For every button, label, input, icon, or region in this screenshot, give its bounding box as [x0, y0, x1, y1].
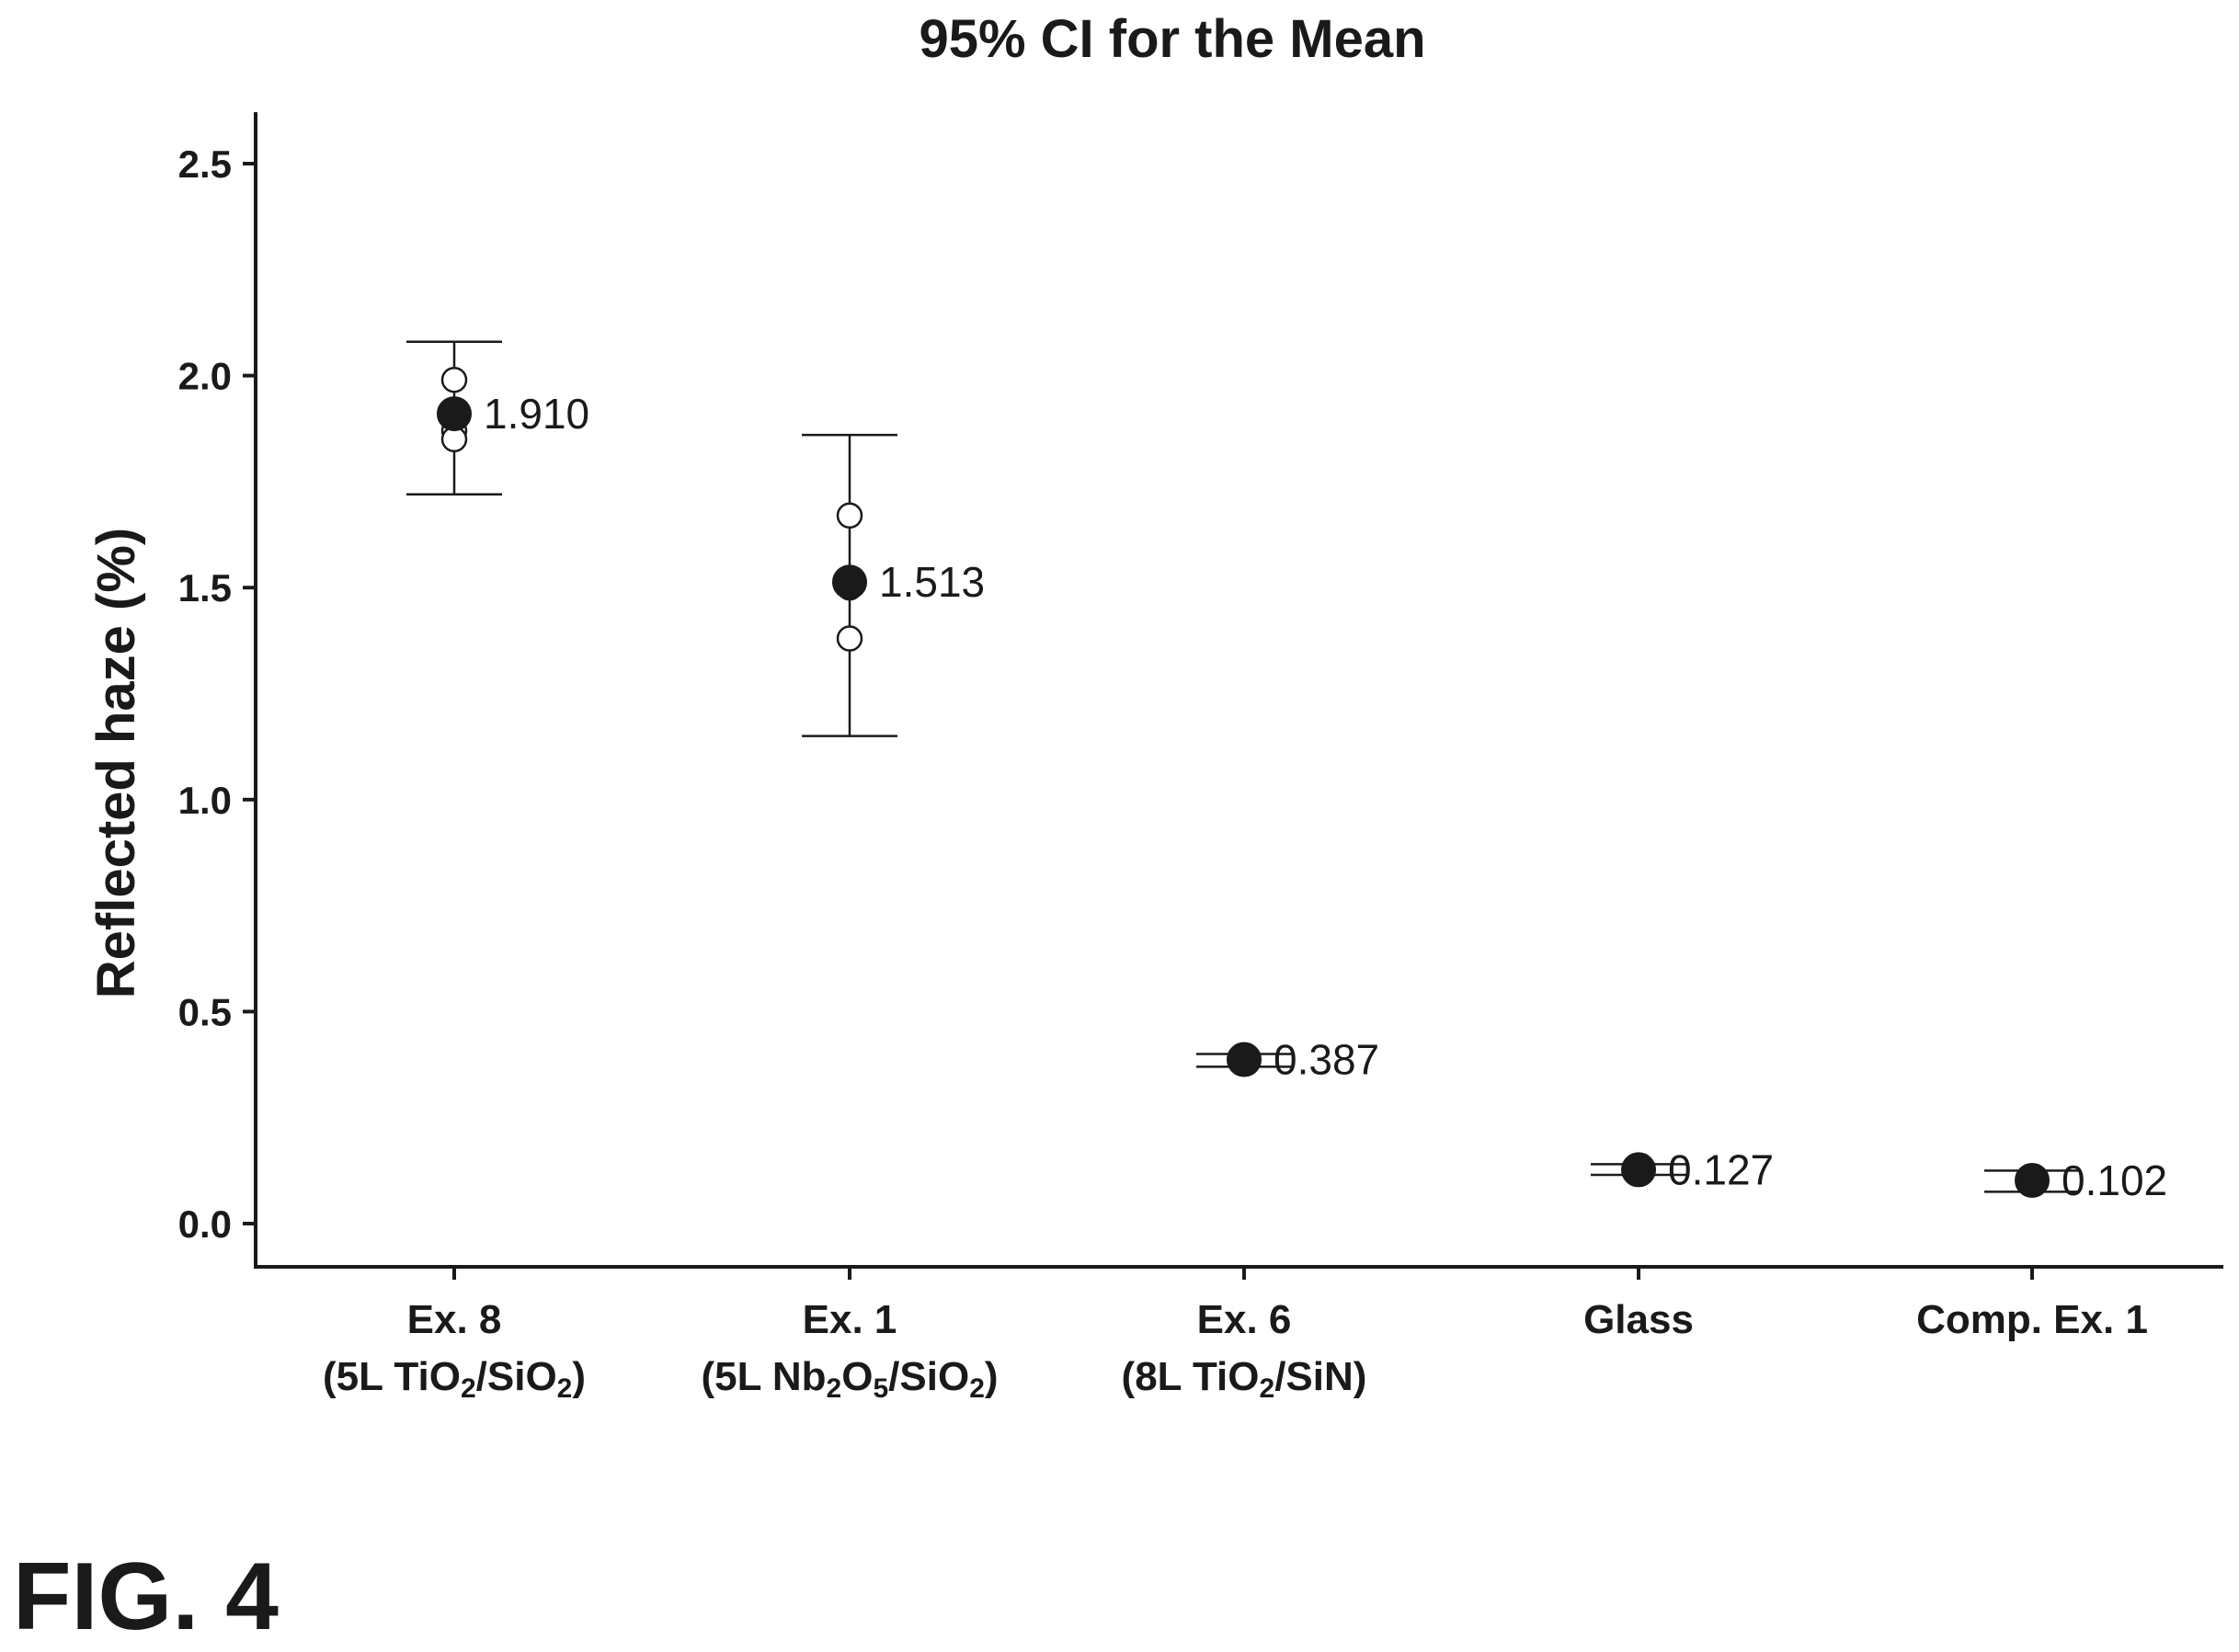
x-tick-sublabel-part: O — [841, 1354, 873, 1399]
mean-label: 0.102 — [2062, 1156, 2167, 1204]
x-tick-sublabel: (5L Nb2O5/SiO2) — [701, 1354, 998, 1404]
x-tick-label: Ex. 6 — [1197, 1297, 1292, 1342]
y-tick-label: 0.5 — [178, 990, 232, 1033]
mean-point — [832, 564, 867, 600]
x-tick-sublabel-part: /SiO — [476, 1354, 557, 1399]
mean-point — [437, 396, 472, 432]
x-tick-sublabel-part: 2 — [969, 1373, 985, 1404]
x-tick-sublabel-part: 5 — [873, 1373, 888, 1404]
figure-label: FIG. 4 — [13, 1544, 279, 1650]
x-tick-label: Ex. 1 — [803, 1297, 897, 1342]
x-tick-sublabel: (8L TiO2/SiN) — [1122, 1354, 1367, 1404]
y-axis-label: Reflected haze (%) — [86, 528, 146, 998]
mean-label: 1.910 — [484, 390, 589, 438]
x-tick-sublabel-part: (5L Nb — [701, 1354, 826, 1399]
x-tick-sublabel-part: (5L TiO — [323, 1354, 461, 1399]
y-tick-label: 2.5 — [178, 142, 232, 186]
x-tick-sublabel-part: 2 — [1260, 1373, 1275, 1404]
mean-label: 0.387 — [1274, 1036, 1379, 1084]
data-marks: 1.910 1.513 0.387 0.127 0.102 — [406, 340, 2167, 1204]
y-tick-label: 0.0 — [178, 1202, 232, 1246]
x-tick-sublabel-part: /SiO — [888, 1354, 969, 1399]
y-tick-label: 2.0 — [178, 355, 232, 398]
x-tick-sublabel: (5L TiO2/SiO2) — [323, 1354, 586, 1404]
x-tick-label: Glass — [1583, 1297, 1694, 1342]
mean-point — [2015, 1162, 2050, 1198]
x-tick-label: Comp. Ex. 1 — [1916, 1297, 2148, 1342]
x-tick-sublabel-part: /SiN) — [1274, 1354, 1366, 1399]
y-ticks: 0.0 0.5 1.0 1.5 2.0 2.5 — [178, 142, 256, 1246]
x-tick-sublabel-part: 2 — [461, 1373, 476, 1404]
x-tick-sublabel-part: ) — [985, 1354, 999, 1399]
x-tick-sublabel-part: ) — [572, 1354, 586, 1399]
x-tick-sublabel-part: (8L TiO — [1122, 1354, 1260, 1399]
mean-point — [1227, 1042, 1262, 1077]
y-tick-label: 1.0 — [178, 779, 232, 822]
x-tick-sublabel-part: 2 — [557, 1373, 573, 1404]
mean-point — [1621, 1152, 1656, 1188]
x-ticks: Ex. 8(5L TiO2/SiO2)Ex. 1(5L Nb2O5/SiO2)E… — [323, 1267, 2148, 1404]
mean-label: 0.127 — [1668, 1145, 1774, 1193]
individual-point — [836, 502, 863, 530]
x-tick-sublabel-part: 2 — [827, 1373, 842, 1404]
individual-point — [836, 625, 863, 652]
y-tick-label: 1.5 — [178, 566, 232, 610]
x-tick-label: Ex. 8 — [407, 1297, 502, 1342]
mean-label: 1.513 — [879, 558, 985, 606]
chart-title: 95% CI for the Mean — [919, 9, 1425, 69]
individual-point — [440, 366, 468, 393]
